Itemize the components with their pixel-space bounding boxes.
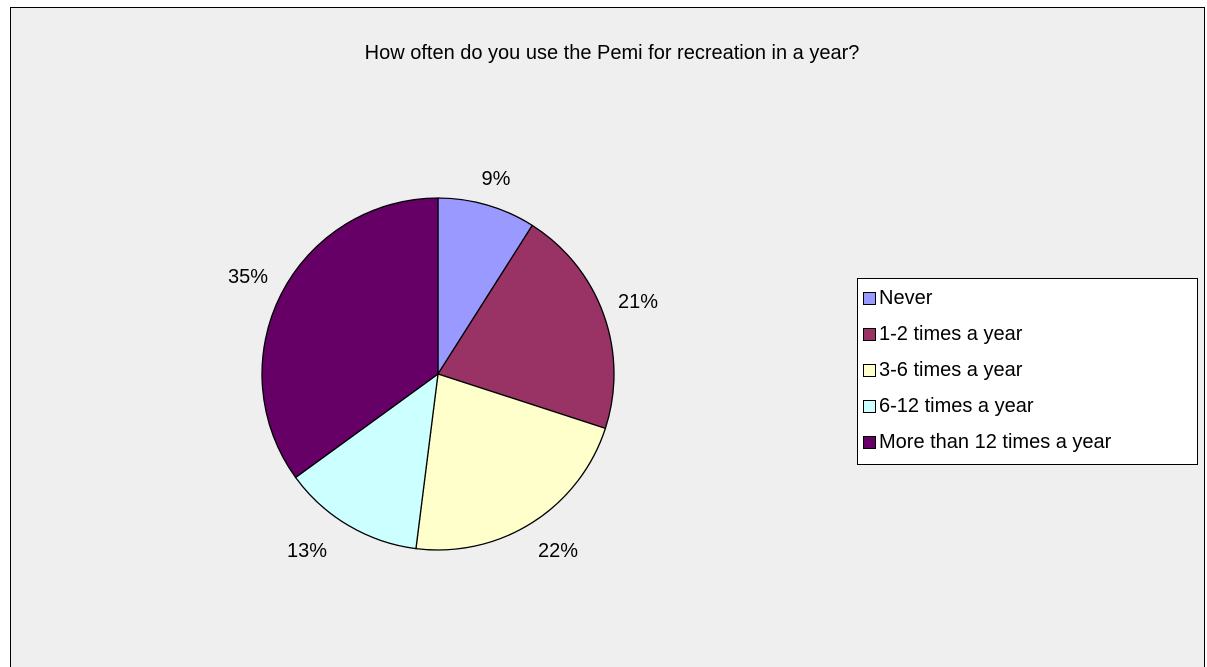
pie-slice-6-12-times-a-year [294,372,439,550]
legend-swatch [863,435,876,449]
data-label-never: 9% [482,168,511,190]
legend-item-6-12-times-a-year: 6-12 times a year [863,391,1034,421]
legend-label: More than 12 times a year [879,430,1112,453]
legend-item-1-2-times-a-year: 1-2 times a year [863,319,1022,349]
pie-slice-3-6-times-a-year [415,373,607,551]
data-label-1-2-times-a-year: 21% [618,291,658,313]
chart-title: How often do you use the Pemi for recrea… [364,42,860,64]
data-label-more-than-12-times-a-year: 35% [228,266,268,288]
legend-item-3-6-times-a-year: 3-6 times a year [863,355,1022,385]
legend-label: 1-2 times a year [879,322,1023,345]
data-label-6-12-times-a-year: 13% [287,540,327,562]
legend-label: 3-6 times a year [879,358,1023,381]
legend-item-more-than-12-times-a-year: More than 12 times a year [863,427,1111,457]
legend-swatch [863,291,876,305]
legend-swatch [863,327,876,341]
legend-swatch [863,399,876,413]
legend-swatch [863,363,876,377]
pie-slice-1-2-times-a-year [437,224,615,430]
legend-label: 6-12 times a year [879,394,1034,417]
pie-data-labels: 9% 21% 22% 13% 35% [228,168,658,562]
legend-label: Never [879,286,933,309]
pie-slice-never [437,197,534,377]
pie-slices [261,197,615,551]
data-label-3-6-times-a-year: 22% [538,540,578,562]
chart-legend: Never 1-2 times a year 3-6 times a year 6-1… [857,278,1198,465]
legend-item-never: Never [863,283,932,313]
pie-slice-more-than-12-times-a-year [261,197,439,479]
